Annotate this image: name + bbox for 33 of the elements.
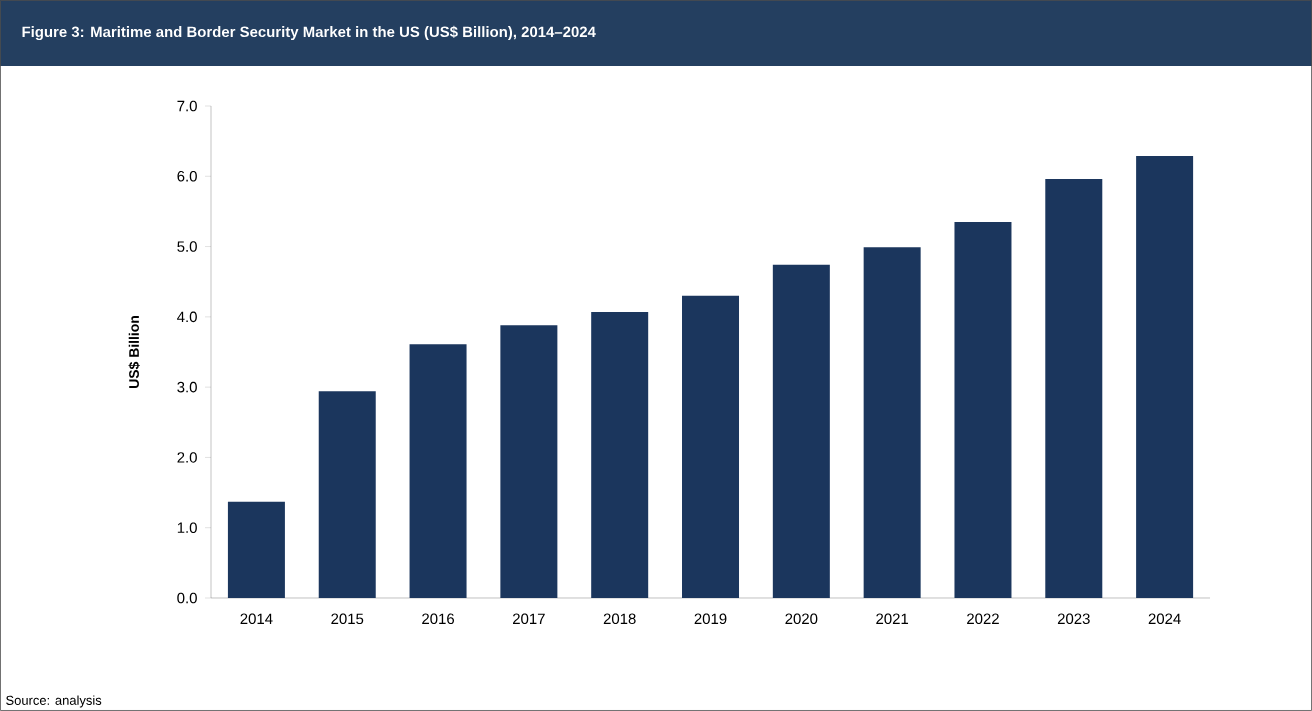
y-tick-label: 5.0: [177, 241, 197, 252]
x-tick-label: 2019: [694, 613, 727, 625]
bar: [591, 311, 649, 598]
bar: [227, 501, 285, 598]
y-axis-title: US$ Billion: [128, 316, 140, 388]
x-tick-label: 2015: [331, 613, 364, 625]
bar: [500, 325, 558, 598]
x-tick-label: 2022: [967, 613, 999, 625]
source-note: Source: analysis: [6, 695, 102, 708]
bar: [954, 221, 1012, 598]
x-tick-label: 2023: [1057, 613, 1090, 625]
x-tick-label: 2024: [1148, 613, 1181, 625]
x-tick-label: 2021: [876, 613, 909, 625]
bar: [318, 391, 376, 598]
bar: [1045, 179, 1103, 598]
x-tick-label: 2020: [785, 613, 818, 625]
x-tick-label: 2018: [603, 613, 636, 625]
x-tick-label: 2017: [513, 613, 545, 625]
y-tick-label: 0.0: [177, 592, 197, 604]
y-tick-label: 4.0: [177, 311, 197, 323]
x-tick-label: 2014: [240, 613, 273, 625]
y-tick-label: 3.0: [177, 381, 197, 393]
bar: [772, 264, 830, 598]
bar: [1136, 155, 1194, 598]
bar: [409, 344, 467, 598]
chart-title: Figure 3: Maritime and Border Security Market in the US (US$ Billion), 2014–2024: [22, 25, 596, 41]
bar: [682, 295, 740, 598]
y-tick-label: 7.0: [177, 100, 197, 112]
y-tick-label: 1.0: [177, 522, 197, 533]
y-tick-label: 2.0: [177, 452, 197, 463]
x-tick-label: 2016: [422, 613, 455, 625]
bar: [863, 247, 921, 598]
y-tick-label: 6.0: [177, 170, 197, 182]
